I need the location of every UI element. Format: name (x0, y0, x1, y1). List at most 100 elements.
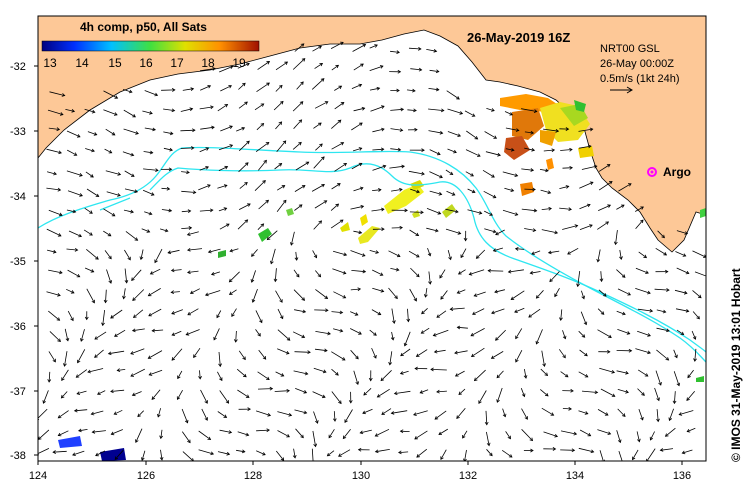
arrowhead-icon (535, 295, 540, 299)
current-vector-arrow-icon (237, 389, 250, 398)
current-vector-arrow-icon (369, 65, 384, 71)
arrowhead-icon (471, 189, 476, 194)
current-vector-arrow-icon (578, 410, 588, 415)
current-vector-arrow-icon (84, 108, 95, 113)
current-vector-arrow-icon (560, 149, 573, 151)
arrowhead-icon (210, 105, 214, 110)
arrowhead-icon (282, 199, 287, 204)
arrowhead-icon (484, 421, 489, 426)
current-vector-arrow-icon (638, 408, 644, 421)
current-vector-arrow-icon (426, 227, 439, 232)
current-vector-arrow-icon (97, 390, 106, 395)
arrowhead-icon (607, 431, 612, 435)
current-vector-arrow-icon (440, 449, 447, 460)
current-vector-arrow-icon (454, 350, 468, 354)
current-vector-arrow-icon (398, 451, 409, 453)
arrowhead-icon (486, 442, 491, 447)
current-vector-arrow-icon (410, 188, 420, 193)
current-vector-arrow-icon (181, 190, 196, 193)
arrowhead-icon (435, 87, 440, 92)
current-vector-arrow-icon (160, 449, 163, 460)
arrowhead-icon (313, 254, 318, 259)
current-vector-arrow-icon (255, 310, 263, 323)
current-vector-arrow-icon (110, 309, 123, 319)
current-vector-arrow-icon (132, 391, 142, 396)
current-vector-arrow-icon (327, 450, 335, 457)
current-vector-arrow-icon (276, 185, 285, 191)
current-vector-arrow-icon (58, 430, 69, 436)
current-vector-arrow-icon (381, 408, 392, 415)
current-vector-arrow-icon (674, 289, 687, 294)
arrowhead-icon (358, 147, 363, 151)
current-vector-arrow-icon (72, 450, 85, 456)
arrowhead-icon (124, 279, 129, 284)
current-vector-arrow-icon (691, 330, 696, 340)
arrowhead-icon (113, 112, 118, 116)
current-vector-arrow-icon (235, 330, 237, 343)
current-vector-arrow-icon (656, 309, 666, 313)
arrowhead-icon (244, 101, 248, 106)
arrowhead-icon (279, 315, 284, 320)
arrowhead-icon (420, 210, 424, 215)
current-vector-arrow-icon (293, 289, 305, 301)
current-vector-arrow-icon (351, 270, 366, 273)
arrowhead-icon (619, 256, 623, 260)
arrowhead-icon (243, 373, 247, 378)
arrowhead-icon (436, 314, 441, 318)
current-vector-arrow-icon (558, 349, 566, 358)
current-vector-arrow-icon (238, 140, 250, 152)
arrowhead-icon (460, 254, 464, 259)
current-vector-arrow-icon (686, 390, 696, 401)
arrowhead-icon (545, 168, 549, 173)
current-vector-arrow-icon (219, 223, 230, 230)
current-vector-arrow-icon (632, 449, 639, 460)
current-vector-arrow-icon (496, 387, 503, 403)
current-vector-arrow-icon (104, 250, 112, 259)
current-vector-arrow-icon (425, 288, 428, 298)
arrowhead-icon (358, 162, 363, 167)
current-vector-arrow-icon (48, 209, 63, 216)
arrowhead-icon (359, 186, 364, 191)
current-vector-arrow-icon (181, 210, 191, 213)
arrowhead-icon (307, 350, 311, 355)
current-vector-arrow-icon (676, 230, 688, 235)
current-vector-arrow-icon (257, 223, 264, 230)
x-tick-label: 134 (566, 470, 584, 482)
current-vector-arrow-icon (540, 389, 549, 397)
arrowhead-icon (135, 439, 139, 444)
arrowhead-icon (456, 290, 461, 294)
current-vector-arrow-icon (562, 330, 566, 339)
current-vector-arrow-icon (217, 451, 230, 455)
current-vector-arrow-icon (275, 85, 283, 92)
current-vector-arrow-icon (187, 308, 199, 316)
current-vector-arrow-icon (67, 269, 80, 278)
arrowhead-icon (603, 293, 607, 297)
arrowhead-icon (456, 415, 460, 419)
current-vector-arrow-icon (258, 200, 269, 210)
arrowhead-icon (327, 331, 331, 336)
arrowhead-icon (416, 189, 420, 194)
arrowhead-icon (223, 207, 228, 211)
arrowhead-icon (131, 277, 135, 281)
australia-land (38, 16, 706, 253)
arrowhead-icon (58, 212, 63, 217)
current-vector-arrow-icon (293, 269, 300, 278)
arrowhead-icon (95, 193, 100, 197)
arrowhead-icon (250, 279, 255, 283)
arrowhead-icon (245, 394, 250, 398)
current-vector-arrow-icon (428, 88, 439, 91)
arrowhead-icon (374, 449, 379, 454)
arrowhead-icon (247, 407, 251, 412)
arrowhead-icon (508, 454, 513, 458)
arrowhead-icon (473, 293, 478, 297)
arrowhead-icon (117, 172, 122, 176)
current-vector-arrow-icon (205, 290, 221, 296)
arrowhead-icon (229, 144, 234, 148)
y-tick-label: -32 (10, 61, 26, 73)
current-vector-arrow-icon (106, 191, 121, 196)
arrowhead-icon (94, 354, 98, 358)
current-vector-arrow-icon (274, 163, 282, 170)
arrowhead-icon (130, 351, 134, 355)
arrowhead-icon (59, 112, 64, 116)
arrowhead-icon (321, 156, 325, 160)
